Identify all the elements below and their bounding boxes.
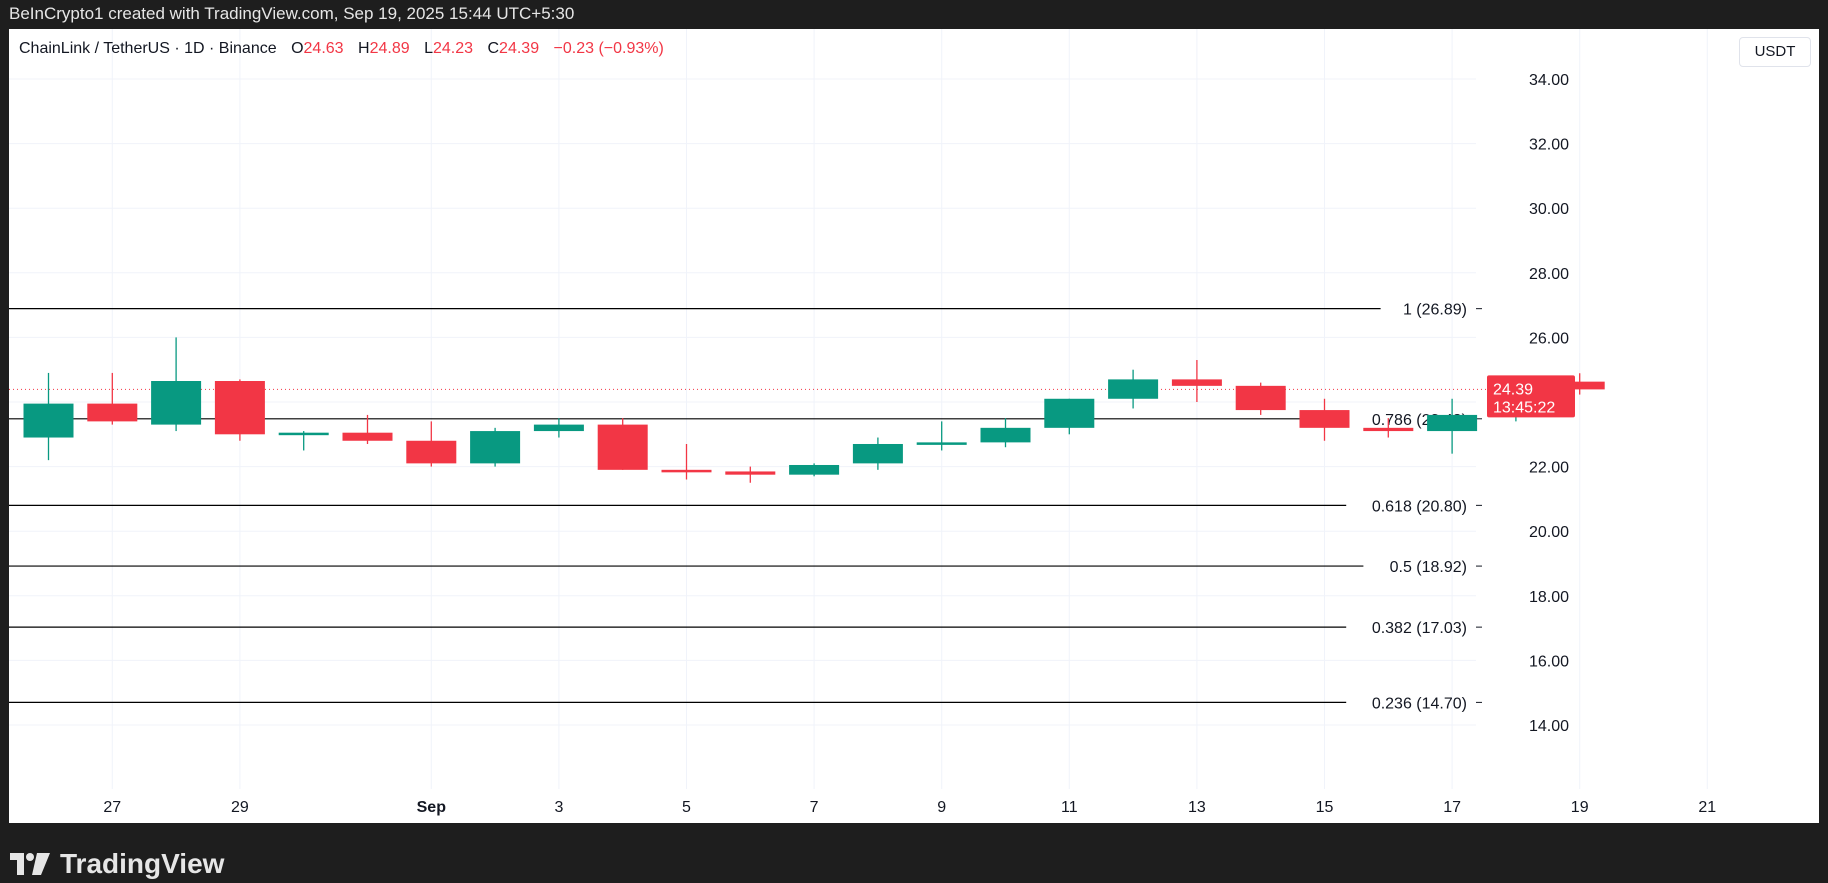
time-tick-label: Sep: [417, 799, 447, 816]
candle-body[interactable]: [470, 431, 521, 464]
candlestick-chart[interactable]: 1 (26.89)0.786 (23.48)0.618 (20.80)0.5 (…: [9, 29, 1819, 823]
symbol-legend: ChainLink / TetherUS · 1D · Binance O24.…: [19, 40, 664, 58]
candle-body[interactable]: [87, 403, 138, 422]
last-price-value: 24.39: [1493, 381, 1533, 398]
price-tick-label: 20.00: [1529, 524, 1569, 541]
brand-name: TradingView: [60, 848, 225, 879]
open-label: O: [291, 40, 304, 57]
time-tick-label: 13: [1188, 799, 1206, 816]
candle-body[interactable]: [980, 427, 1031, 443]
time-tick-label: 21: [1698, 799, 1716, 816]
candle-body[interactable]: [1044, 398, 1095, 428]
price-tick-label: 34.00: [1529, 72, 1569, 89]
fib-level-label: 0.382 (17.03): [1372, 620, 1467, 637]
fibonacci-retracement: 1 (26.89)0.786 (23.48)0.618 (20.80)0.5 (…: [9, 302, 1482, 712]
candle-body[interactable]: [406, 440, 457, 464]
last-price-tag-bg: [1487, 375, 1575, 418]
fib-level-label: 0.5 (18.92): [1390, 559, 1467, 576]
candle-body[interactable]: [725, 471, 776, 475]
high-value: 24.89: [369, 40, 410, 57]
change-value: −0.23 (−0.93%): [553, 40, 664, 57]
fib-level-label: 1 (26.89): [1403, 302, 1467, 319]
candle-body[interactable]: [151, 381, 202, 425]
time-tick-label: 11: [1061, 799, 1078, 816]
candle-body[interactable]: [661, 469, 712, 473]
candle-body[interactable]: [278, 432, 329, 436]
candle-body[interactable]: [1554, 381, 1605, 390]
candle-countdown: 13:45:22: [1493, 399, 1555, 416]
candle-body[interactable]: [23, 403, 74, 438]
price-tick-label: 32.00: [1529, 137, 1569, 154]
candle-body[interactable]: [214, 381, 265, 435]
time-tick-label: 7: [810, 799, 819, 816]
price-axis: 34.0032.0030.0028.0026.0024.0022.0020.00…: [1487, 72, 1575, 735]
fib-level-label: 0.236 (14.70): [1372, 695, 1467, 712]
chart-frame[interactable]: 1 (26.89) 0.786 (23.48) 0.618 (20.80) 0.5 (…: [9, 29, 1819, 823]
price-tick-label: 30.00: [1529, 201, 1569, 218]
low-value: 24.23: [432, 40, 474, 57]
time-tick-label: 15: [1316, 799, 1334, 816]
price-tick-label: 16.00: [1529, 653, 1569, 670]
low-label: L: [424, 40, 433, 57]
time-tick-label: 9: [937, 799, 946, 816]
fib-level-label: 0.618 (20.80): [1372, 498, 1467, 515]
time-tick-label: 17: [1443, 799, 1461, 816]
tradingview-logo-icon: [10, 853, 50, 875]
price-tick-label: 22.00: [1529, 460, 1569, 477]
time-axis: 27 29 Sep 3 5 7 9 11 13 15 17 19 21: [103, 799, 1716, 816]
price-tick-label: 26.00: [1529, 330, 1569, 347]
symbol-name: ChainLink / TetherUS · 1D · Binance: [19, 40, 277, 57]
candle-body[interactable]: [852, 443, 903, 464]
candle-body[interactable]: [1108, 379, 1159, 399]
candle-body[interactable]: [1171, 379, 1222, 386]
footer: TradingView: [0, 823, 1828, 883]
open-value: 24.63: [303, 40, 344, 57]
candle-body[interactable]: [1299, 410, 1350, 428]
candle-body[interactable]: [533, 424, 584, 432]
candle-body[interactable]: [1235, 385, 1286, 411]
currency-button[interactable]: USDT: [1739, 37, 1811, 67]
candle-body[interactable]: [342, 432, 393, 441]
candle-body[interactable]: [1427, 414, 1478, 432]
candle-body[interactable]: [916, 442, 967, 445]
price-tick-label: 18.00: [1529, 589, 1569, 606]
time-tick-label: 3: [554, 799, 563, 816]
tradingview-logo[interactable]: TradingView: [10, 848, 224, 880]
candle-body[interactable]: [1363, 427, 1414, 432]
candle-body[interactable]: [789, 464, 840, 475]
price-tick-label: 28.00: [1529, 266, 1569, 283]
close-value: 24.39: [499, 40, 540, 57]
time-tick-label: 27: [103, 799, 121, 816]
attribution-bar: BeInCrypto1 created with TradingView.com…: [0, 0, 1828, 28]
high-label: H: [358, 40, 370, 57]
price-tick-label: 14.00: [1529, 718, 1569, 735]
time-tick-label: 19: [1571, 799, 1589, 816]
time-tick-label: 29: [231, 799, 249, 816]
candles: [9, 337, 1605, 483]
time-tick-label: 5: [682, 799, 691, 816]
candle-body[interactable]: [597, 424, 648, 470]
attribution-text: BeInCrypto1 created with TradingView.com…: [9, 4, 575, 23]
close-label: C: [487, 40, 500, 57]
